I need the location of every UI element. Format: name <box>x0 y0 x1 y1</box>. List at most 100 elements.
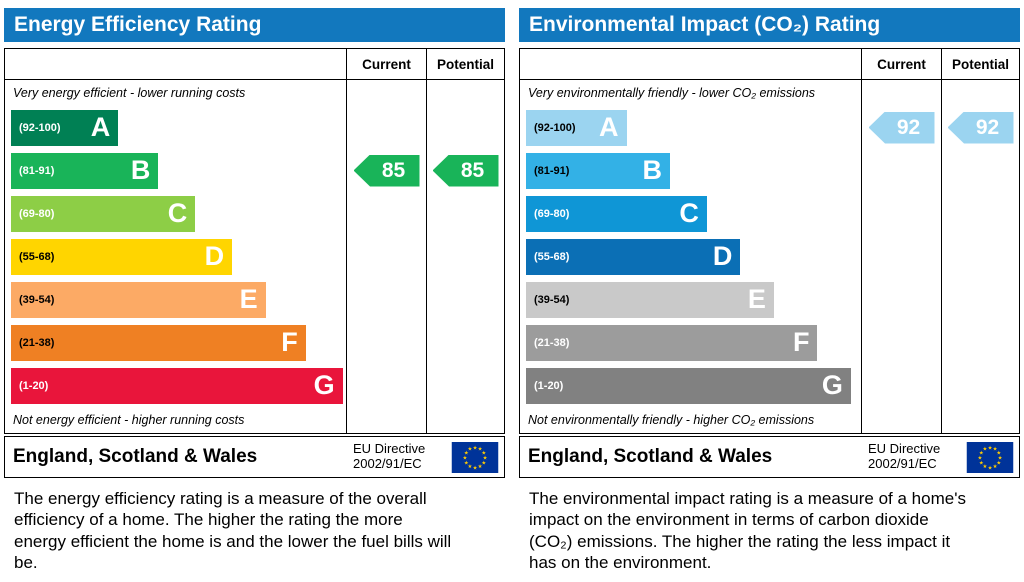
band-a: (92-100) A <box>11 109 119 146</box>
chart-body: Very energy efficient - lower running co… <box>5 80 504 433</box>
svg-text:★: ★ <box>464 460 469 466</box>
svg-text:★: ★ <box>998 455 1003 461</box>
environmental-panel-title: Environmental Impact (CO₂) Rating <box>519 8 1020 42</box>
band-letter: F <box>281 327 298 357</box>
svg-text:★: ★ <box>481 450 486 456</box>
spacer <box>941 407 1019 433</box>
current-cell <box>346 364 426 407</box>
band-row: (1-20) G <box>5 364 346 407</box>
environmental-chart-footer: England, Scotland & Wales EU Directive 2… <box>519 436 1020 478</box>
current-cell <box>346 192 426 235</box>
svg-text:★: ★ <box>983 446 988 452</box>
band-row: (39-54) E <box>5 278 346 321</box>
svg-text:★: ★ <box>473 465 478 471</box>
svg-text:★: ★ <box>988 445 993 451</box>
band-a: (92-100) A <box>526 109 627 146</box>
current-cell <box>346 321 426 364</box>
band-row: (55-68) D <box>5 235 346 278</box>
band-range-label: (92-100) <box>19 121 61 134</box>
potential-cell <box>426 235 504 278</box>
spacer <box>426 80 504 106</box>
band-row: (21-38) F <box>520 321 861 364</box>
band-row: (1-20) G <box>520 364 861 407</box>
band-row: (69-80) C <box>5 192 346 235</box>
band-b: (81-91) B <box>11 152 159 189</box>
band-letter: E <box>239 284 258 314</box>
spacer <box>426 407 504 433</box>
potential-cell <box>426 106 504 149</box>
band-row: (69-80) C <box>520 192 861 235</box>
eu-flag-icon: ★ ★ ★★ ★★ ★★ ★★ ★★ <box>451 441 499 473</box>
current-cell <box>346 235 426 278</box>
environmental-description: The environmental impact rating is a mea… <box>529 489 966 573</box>
current-cell <box>861 149 941 192</box>
column-header-spacer <box>520 49 861 79</box>
energy-chart-footer: England, Scotland & Wales EU Directive 2… <box>4 436 505 478</box>
current-column-header: Current <box>861 49 941 79</box>
environmental-impact-panel: Environmental Impact (CO₂) Rating Curren… <box>519 8 1020 574</box>
svg-text:★: ★ <box>979 460 984 466</box>
band-range-label: (92-100) <box>534 121 576 134</box>
band-range-label: (69-80) <box>534 207 570 220</box>
current-cell <box>861 192 941 235</box>
current-rating-arrow: 85 <box>353 154 420 187</box>
current-cell <box>346 278 426 321</box>
svg-text:★: ★ <box>988 465 993 471</box>
top-note: Very environmentally friendly - lower CO… <box>528 86 816 100</box>
potential-rating-value: 92 <box>975 115 1000 139</box>
band-row: (81-91) B <box>5 149 346 192</box>
svg-text:★: ★ <box>993 464 998 470</box>
band-row: (55-68) D <box>520 235 861 278</box>
svg-text:★: ★ <box>977 455 982 461</box>
potential-rating-arrow: 92 <box>947 111 1014 144</box>
eu-directive-label: EU Directive 2002/91/EC <box>353 441 426 471</box>
band-letter: C <box>167 198 188 228</box>
band-e: (39-54) E <box>526 281 774 318</box>
current-cell <box>861 278 941 321</box>
spacer <box>346 80 426 106</box>
band-b: (81-91) B <box>526 152 671 189</box>
current-cell <box>346 106 426 149</box>
potential-column-header: Potential <box>941 49 1019 79</box>
svg-text:★: ★ <box>473 445 478 451</box>
band-letter: F <box>792 327 810 357</box>
band-range-label: (55-68) <box>19 250 55 263</box>
svg-text:★: ★ <box>478 464 483 470</box>
band-f: (21-38) F <box>11 324 306 361</box>
band-range-label: (55-68) <box>534 250 570 263</box>
band-g: (1-20) G <box>526 367 851 404</box>
potential-cell <box>941 321 1019 364</box>
potential-cell <box>426 364 504 407</box>
bottom-note: Not energy efficient - higher running co… <box>13 413 245 427</box>
band-letter: C <box>679 198 699 228</box>
potential-rating-value: 85 <box>460 158 485 182</box>
svg-text:★: ★ <box>468 446 473 452</box>
band-range-label: (69-80) <box>19 207 55 220</box>
band-range-label: (81-91) <box>534 164 570 177</box>
svg-text:★: ★ <box>993 446 998 452</box>
band-range-label: (1-20) <box>19 379 49 392</box>
band-letter: D <box>712 241 733 271</box>
band-row: (81-91) B <box>520 149 861 192</box>
region-label: England, Scotland & Wales <box>528 446 773 467</box>
svg-text:★: ★ <box>464 450 469 456</box>
current-column-header: Current <box>346 49 426 79</box>
band-range-label: (39-54) <box>534 293 570 306</box>
svg-text:★: ★ <box>996 460 1001 466</box>
band-letter: G <box>821 370 843 400</box>
spacer <box>861 80 941 106</box>
directive-group: EU Directive 2002/91/EC ★ ★ ★ ★ ★ ★ ★ ★ ★ ★ ★… <box>353 441 504 473</box>
svg-text:★: ★ <box>996 450 1001 456</box>
band-range-label: (21-38) <box>534 336 570 349</box>
band-c: (69-80) C <box>11 195 196 232</box>
epc-charts: Energy Efficiency Rating Current Potenti… <box>4 8 1020 574</box>
svg-text:★: ★ <box>979 450 984 456</box>
band-g: (1-20) G <box>11 367 343 404</box>
current-rating-value: 85 <box>381 158 406 182</box>
svg-text:★: ★ <box>983 464 988 470</box>
current-rating-value: 92 <box>896 115 921 139</box>
band-e: (39-54) E <box>11 281 266 318</box>
band-f: (21-38) F <box>526 324 818 361</box>
spacer <box>346 407 426 433</box>
svg-text:★: ★ <box>481 460 486 466</box>
